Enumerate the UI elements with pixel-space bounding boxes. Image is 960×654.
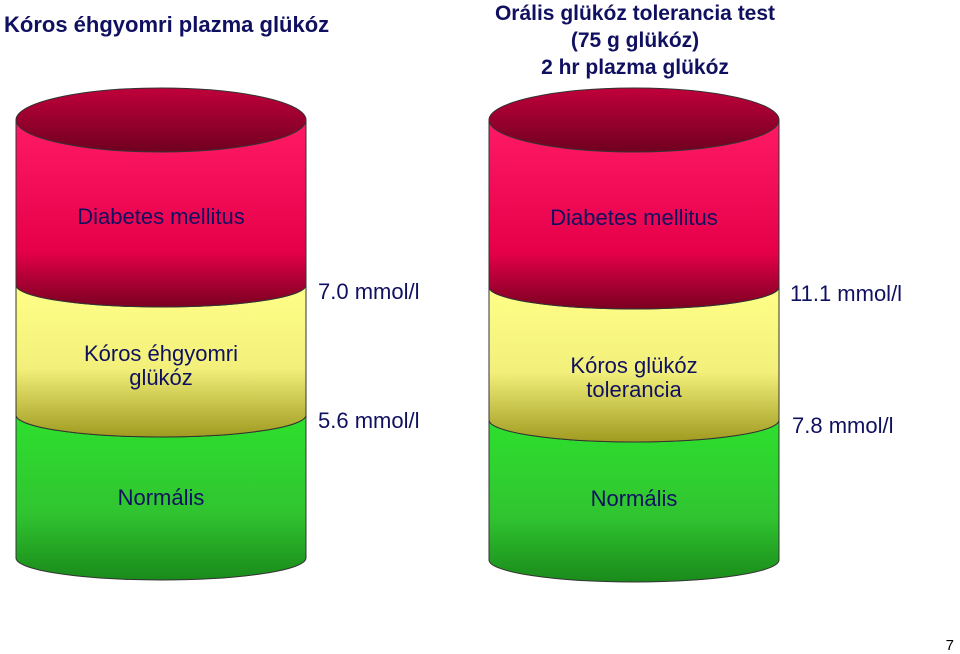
right-impaired-label-line-2: tolerancia [586, 377, 682, 402]
right-title-line-1: Orális glükóz tolerancia test [494, 2, 776, 25]
right-title-line-3: 2 hr plazma glükóz [541, 56, 729, 79]
right-cylinder [488, 87, 780, 583]
right-title-line-2: (75 g glükóz) [570, 29, 700, 52]
left-title: Kóros éhgyomri plazma glükóz [4, 12, 330, 37]
page-number: 7 [945, 637, 954, 654]
right-diabetes-segment [488, 119, 780, 310]
left-cylinder-top [15, 87, 307, 153]
right-diabetes-label: Diabetes mellitus [550, 205, 718, 230]
left-diabetes-label: Diabetes mellitus [77, 204, 245, 229]
right-impaired-label-line-1: Kóros glükóz [570, 353, 697, 378]
left-upper-threshold: 7.0 mmol/l [318, 279, 419, 304]
right-lower-threshold: 7.8 mmol/l [792, 413, 893, 438]
left-impaired-label-line-2: glükóz [129, 365, 193, 390]
right-normal-label: Normális [591, 486, 678, 511]
left-lower-threshold: 5.6 mmol/l [318, 408, 419, 433]
left-diabetes-segment [15, 119, 307, 308]
right-upper-threshold: 11.1 mmol/l [790, 281, 902, 306]
left-impaired-label-line-1: Kóros éhgyomri [84, 341, 238, 366]
left-normal-label: Normális [118, 485, 205, 510]
left-cylinder [15, 87, 307, 581]
right-cylinder-top [488, 87, 780, 153]
right-title: Orális glükóz tolerancia test (75 g glük… [480, 0, 790, 81]
